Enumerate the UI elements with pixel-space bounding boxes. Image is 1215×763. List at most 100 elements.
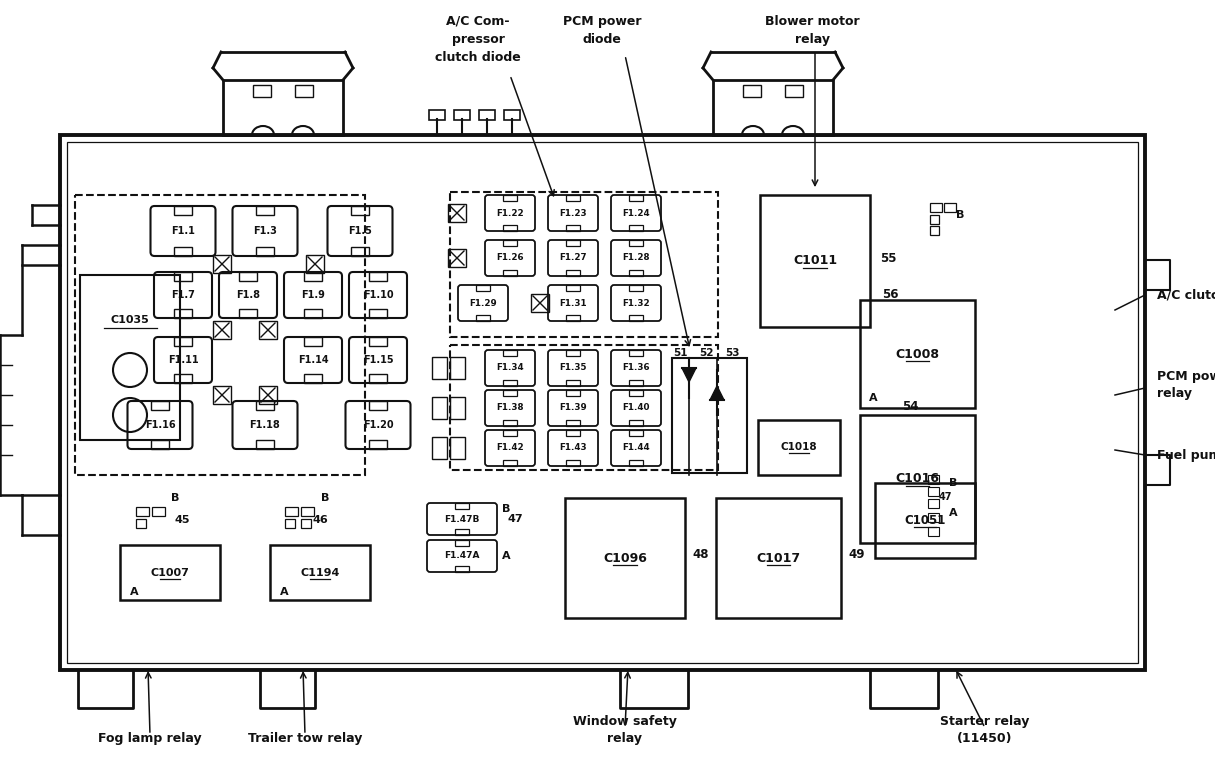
Bar xyxy=(454,529,469,535)
Bar xyxy=(629,460,643,466)
Bar xyxy=(213,321,231,339)
Text: F1.9: F1.9 xyxy=(301,290,324,300)
Bar xyxy=(566,380,580,386)
Bar xyxy=(259,386,277,404)
Text: F1.44: F1.44 xyxy=(622,443,650,452)
Bar xyxy=(503,380,518,386)
Text: A/C Com-
pressor
clutch diode: A/C Com- pressor clutch diode xyxy=(435,15,521,64)
Text: 53: 53 xyxy=(725,348,739,358)
Bar xyxy=(476,315,490,321)
Bar xyxy=(758,420,840,475)
Text: F1.23: F1.23 xyxy=(559,208,587,217)
Bar xyxy=(566,195,580,201)
Bar xyxy=(270,545,371,600)
Bar xyxy=(152,507,165,516)
Bar xyxy=(454,503,469,509)
Text: 49: 49 xyxy=(848,549,865,562)
Bar xyxy=(503,195,518,201)
Bar xyxy=(369,440,388,449)
Text: F1.28: F1.28 xyxy=(622,253,650,262)
Bar xyxy=(151,440,169,449)
Text: 47: 47 xyxy=(938,492,951,502)
Bar xyxy=(503,350,518,356)
Text: C1096: C1096 xyxy=(603,552,646,565)
Bar xyxy=(629,380,643,386)
Text: A: A xyxy=(949,508,957,518)
Bar xyxy=(503,460,518,466)
Bar xyxy=(785,85,803,97)
Text: F1.11: F1.11 xyxy=(168,355,198,365)
Bar xyxy=(503,240,518,246)
Bar xyxy=(503,270,518,276)
Bar xyxy=(239,272,258,281)
Bar xyxy=(450,192,718,337)
Bar xyxy=(476,285,490,291)
Text: C1007: C1007 xyxy=(151,568,190,578)
Bar xyxy=(75,195,364,475)
Bar xyxy=(629,270,643,276)
Bar xyxy=(174,206,192,215)
Text: F1.36: F1.36 xyxy=(622,363,650,372)
Bar xyxy=(286,507,298,516)
Bar xyxy=(429,110,445,120)
Bar xyxy=(503,430,518,436)
Text: B: B xyxy=(321,493,329,503)
Bar xyxy=(503,225,518,231)
Bar xyxy=(450,437,465,459)
Bar xyxy=(301,519,311,528)
Bar xyxy=(928,513,939,522)
Bar xyxy=(450,397,465,419)
Text: 51: 51 xyxy=(673,348,688,358)
Bar xyxy=(253,85,271,97)
Bar xyxy=(566,420,580,426)
Bar xyxy=(448,204,467,222)
Text: 54: 54 xyxy=(902,400,919,413)
Text: C1011: C1011 xyxy=(793,255,837,268)
Bar xyxy=(929,215,939,224)
Bar xyxy=(928,527,939,536)
Text: F1.34: F1.34 xyxy=(496,363,524,372)
Bar xyxy=(566,240,580,246)
Text: Starter relay
(11450): Starter relay (11450) xyxy=(940,715,1029,745)
Bar xyxy=(454,540,469,546)
Bar xyxy=(629,315,643,321)
Text: F1.16: F1.16 xyxy=(145,420,175,430)
Bar xyxy=(433,357,447,379)
Text: F1.35: F1.35 xyxy=(559,363,587,372)
Text: Window safety
relay: Window safety relay xyxy=(573,715,677,745)
Text: F1.47A: F1.47A xyxy=(445,552,480,561)
Bar xyxy=(304,309,322,318)
Text: A: A xyxy=(279,587,289,597)
Bar xyxy=(136,519,146,528)
Text: B: B xyxy=(502,504,510,514)
Bar xyxy=(531,294,549,312)
Bar xyxy=(713,80,833,135)
Bar xyxy=(875,483,974,558)
Text: 56: 56 xyxy=(882,288,899,301)
Bar xyxy=(629,195,643,201)
Bar xyxy=(928,487,939,496)
Bar xyxy=(369,309,388,318)
Bar xyxy=(174,309,192,318)
Text: F1.8: F1.8 xyxy=(236,290,260,300)
Text: A: A xyxy=(502,551,510,561)
Bar xyxy=(629,430,643,436)
Bar xyxy=(301,507,313,516)
Bar xyxy=(256,401,275,410)
Bar xyxy=(566,270,580,276)
Text: F1.31: F1.31 xyxy=(559,298,587,307)
Bar xyxy=(369,272,388,281)
Bar xyxy=(174,374,192,383)
Bar xyxy=(566,285,580,291)
Bar xyxy=(929,226,939,235)
Text: F1.14: F1.14 xyxy=(298,355,328,365)
Bar xyxy=(629,420,643,426)
Bar xyxy=(566,430,580,436)
Text: F1.29: F1.29 xyxy=(469,298,497,307)
Bar xyxy=(928,499,939,508)
Polygon shape xyxy=(710,386,724,400)
Text: F1.24: F1.24 xyxy=(622,208,650,217)
Bar xyxy=(566,225,580,231)
Bar xyxy=(503,420,518,426)
Text: C1016: C1016 xyxy=(895,472,939,485)
